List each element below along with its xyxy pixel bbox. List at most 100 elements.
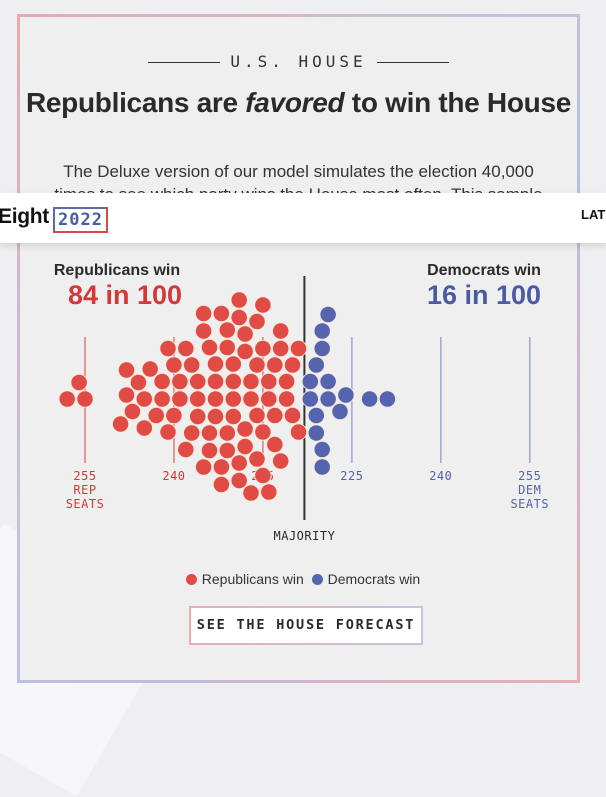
simulation-dot-dem bbox=[360, 390, 379, 408]
simulation-dot-rep bbox=[242, 484, 260, 502]
tick-sublabel: SEATS bbox=[510, 497, 549, 511]
simulation-dot-dem bbox=[307, 424, 325, 442]
simulation-dot-dem bbox=[319, 305, 337, 324]
simulation-dot-rep bbox=[135, 419, 153, 437]
simulation-dot-rep bbox=[111, 415, 130, 433]
simulation-dot-rep bbox=[147, 406, 165, 425]
simulation-dot-rep bbox=[242, 390, 260, 408]
brand-logo[interactable]: Eight bbox=[0, 205, 49, 228]
simulation-dot-rep bbox=[177, 339, 195, 358]
simulation-dot-rep bbox=[189, 390, 207, 408]
brand-year-badge[interactable]: 2022 bbox=[53, 207, 108, 233]
legend-item-dem: Democrats win bbox=[311, 571, 421, 587]
dem-dot-icon bbox=[311, 574, 323, 585]
simulation-dot-rep bbox=[224, 390, 242, 408]
simulation-dot-dem bbox=[337, 386, 355, 404]
simulation-dot-dem bbox=[313, 440, 331, 459]
simulation-dot-rep bbox=[189, 407, 207, 426]
simulation-dot-rep bbox=[218, 338, 236, 357]
simulation-dot-rep bbox=[189, 372, 207, 391]
kicker-text: U.S. HOUSE bbox=[230, 52, 367, 71]
simulation-dot-rep bbox=[129, 373, 148, 392]
simulation-dot-rep bbox=[76, 390, 94, 408]
simulation-dot-rep bbox=[289, 423, 308, 441]
simulation-dot-rep bbox=[272, 322, 290, 340]
rep-win-label: Republicans win bbox=[53, 262, 181, 279]
simulation-dot-rep bbox=[194, 304, 213, 323]
simulation-dot-rep bbox=[135, 390, 153, 408]
tick-sublabel: SEATS bbox=[66, 497, 105, 511]
simulation-dot-rep bbox=[230, 454, 248, 472]
simulation-dot-rep bbox=[254, 423, 272, 441]
simulation-dot-rep bbox=[153, 372, 171, 391]
simulation-dot-rep bbox=[236, 420, 254, 438]
simulation-dot-dem bbox=[301, 372, 319, 391]
simulation-dot-rep bbox=[153, 390, 171, 408]
simulation-dot-rep bbox=[277, 390, 296, 408]
headline-part1: Republicans are bbox=[25, 87, 246, 118]
simulation-dot-rep bbox=[266, 356, 284, 374]
simulation-dot-dem bbox=[301, 390, 319, 408]
tick-label-dem-225: 225 bbox=[340, 469, 363, 483]
legend-label-rep: Republicans win bbox=[201, 571, 304, 587]
section-kicker: U.S. HOUSE bbox=[17, 52, 580, 71]
simulation-dot-dem bbox=[319, 372, 337, 391]
simulation-dot-rep bbox=[254, 466, 272, 485]
simulation-dot-rep bbox=[277, 372, 296, 391]
headline-emphasis: favored bbox=[245, 87, 345, 118]
simulation-dot-rep bbox=[248, 312, 266, 331]
tick-sublabel: DEM bbox=[518, 483, 541, 497]
tick-label-rep-240: 240 bbox=[162, 469, 185, 483]
simulation-dot-rep bbox=[117, 361, 136, 379]
simulation-dot-rep bbox=[218, 441, 236, 460]
simulation-dot-rep bbox=[206, 407, 225, 426]
simulation-dot-rep bbox=[123, 402, 142, 421]
see-house-forecast-button[interactable]: SEE THE HOUSE FORECAST bbox=[189, 606, 423, 645]
simulation-dot-dem bbox=[313, 339, 331, 358]
simulation-dot-rep bbox=[159, 339, 177, 358]
simulation-dot-rep bbox=[218, 424, 236, 442]
simulation-dot-rep bbox=[141, 360, 159, 378]
simulation-dot-rep bbox=[236, 437, 254, 456]
tick-label-dem-255: 255 bbox=[518, 469, 541, 483]
simulation-dot-rep bbox=[266, 406, 284, 425]
chart-legend: Republicans win Democrats win bbox=[0, 571, 606, 587]
simulation-dot-rep bbox=[236, 342, 254, 361]
dem-win-value: 16 in 100 bbox=[426, 280, 542, 310]
kicker-rule-right bbox=[376, 62, 449, 63]
simulation-dot-rep bbox=[206, 372, 225, 391]
simulation-dot-rep bbox=[165, 356, 183, 374]
simulation-dot-dem bbox=[331, 402, 349, 421]
rep-win-value: 84 in 100 bbox=[68, 280, 183, 310]
simulation-dot-rep bbox=[183, 424, 201, 442]
simulation-dot-rep bbox=[248, 356, 266, 374]
simulation-dot-dem bbox=[319, 390, 337, 408]
tick-label-dem-240: 240 bbox=[429, 469, 452, 483]
legend-label-dem: Democrats win bbox=[327, 571, 421, 587]
simulation-dot-rep bbox=[206, 355, 225, 373]
simulation-dot-rep bbox=[200, 424, 219, 442]
nav-latest-link[interactable]: LATE bbox=[581, 207, 606, 222]
headline: Republicans are favored to win the House bbox=[17, 84, 580, 122]
simulation-dot-rep bbox=[248, 450, 266, 468]
simulation-dot-rep bbox=[224, 407, 242, 426]
simulation-dot-rep bbox=[230, 308, 248, 327]
simulation-dot-rep bbox=[254, 339, 272, 358]
beeswarm-chart: 255REPSEATS240225225240255DEMSEATSMAJORI… bbox=[58, 276, 549, 543]
simulation-dot-rep bbox=[194, 322, 213, 340]
simulation-dot-rep bbox=[212, 475, 231, 494]
headline-part2: to win the House bbox=[344, 87, 572, 118]
simulation-dot-dem bbox=[313, 458, 331, 476]
simulation-dot-rep bbox=[177, 440, 195, 459]
simulation-dot-rep bbox=[58, 390, 76, 408]
kicker-rule-left bbox=[148, 62, 221, 63]
simulation-dot-dem bbox=[313, 322, 331, 340]
simulation-dot-rep bbox=[283, 406, 302, 425]
simulation-dot-rep bbox=[165, 406, 183, 425]
simulation-dot-rep bbox=[206, 390, 225, 408]
simulation-dot-rep bbox=[171, 372, 189, 391]
simulation-dot-rep bbox=[283, 356, 302, 374]
simulation-dot-rep bbox=[260, 390, 278, 408]
simulation-dot-rep bbox=[212, 304, 231, 323]
simulation-dot-rep bbox=[224, 372, 242, 391]
